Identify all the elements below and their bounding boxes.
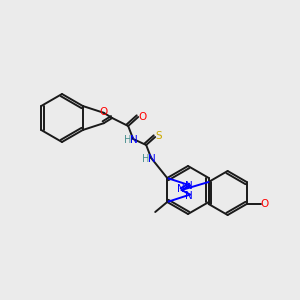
Text: N: N xyxy=(148,154,156,164)
Text: O: O xyxy=(138,112,146,122)
Text: N: N xyxy=(185,190,193,201)
Text: N: N xyxy=(177,184,184,194)
Text: S: S xyxy=(156,131,163,141)
Text: H: H xyxy=(142,154,150,164)
Text: O: O xyxy=(261,199,269,209)
Text: H: H xyxy=(124,135,132,145)
Text: N: N xyxy=(185,182,193,191)
Text: N: N xyxy=(130,135,138,145)
Text: O: O xyxy=(100,107,108,117)
